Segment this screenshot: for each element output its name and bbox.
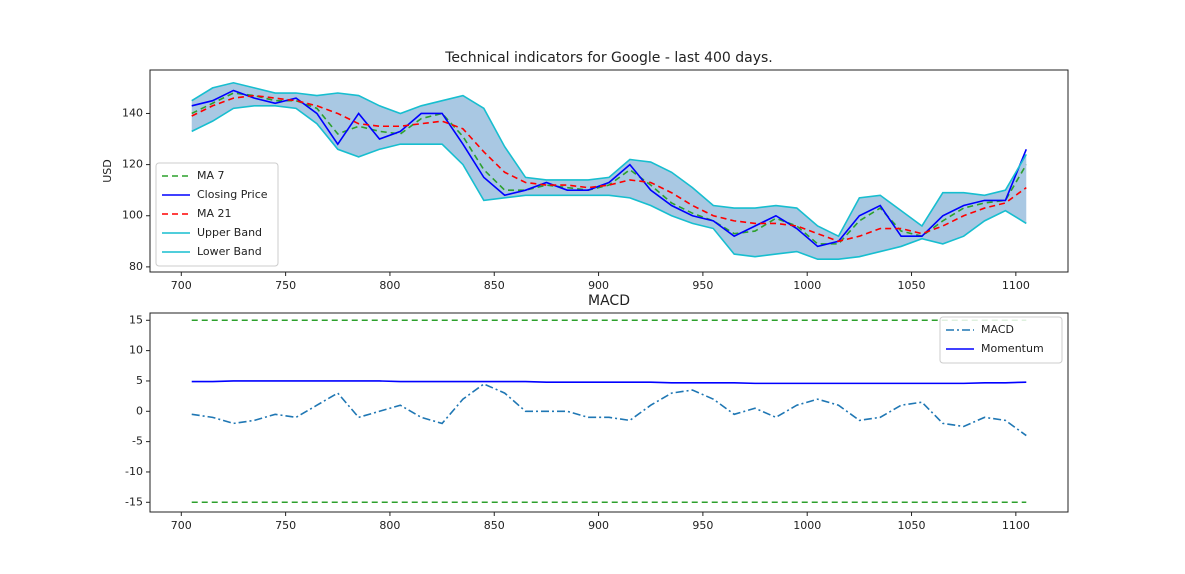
legend-label: Upper Band xyxy=(197,226,262,239)
x-tick-label: 950 xyxy=(692,279,713,292)
series-line xyxy=(191,94,1027,243)
x-tick-label: 800 xyxy=(379,279,400,292)
chart-title: MACD xyxy=(588,293,630,309)
x-tick-label: 1000 xyxy=(793,519,821,532)
chart-title: Technical indicators for Google - last 4… xyxy=(444,50,773,66)
x-tick-label: 1050 xyxy=(898,279,926,292)
legend-label: Lower Band xyxy=(197,245,262,258)
legend-label: MACD xyxy=(981,323,1014,336)
y-tick-label: 120 xyxy=(122,158,143,171)
series-line xyxy=(191,383,1027,437)
y-tick-label: 80 xyxy=(129,260,143,273)
x-tick-label: 900 xyxy=(588,519,609,532)
y-tick-label: 10 xyxy=(129,344,143,357)
legend-label: MA 7 xyxy=(197,169,225,182)
plot-area xyxy=(191,81,1028,261)
legend-box xyxy=(155,162,279,267)
axes-frame xyxy=(149,312,1069,513)
band-fill xyxy=(191,82,1027,260)
y-tick-label: -10 xyxy=(125,465,143,478)
y-tick-label: 15 xyxy=(129,313,143,326)
series-line xyxy=(191,380,1027,385)
y-tick-label: 0 xyxy=(136,404,143,417)
legend-box xyxy=(939,316,1063,364)
series-line xyxy=(191,89,1028,248)
y-tick-label: 140 xyxy=(122,106,143,119)
x-tick-label: 700 xyxy=(171,279,192,292)
x-tick-label: 850 xyxy=(484,279,505,292)
y-tick-label: -15 xyxy=(125,495,143,508)
legend-label: Momentum xyxy=(981,342,1044,355)
x-tick-label: 1050 xyxy=(898,519,926,532)
x-tick-label: 1100 xyxy=(1002,279,1030,292)
x-tick-label: 700 xyxy=(171,519,192,532)
plot-area xyxy=(191,319,1027,504)
x-tick-label: 850 xyxy=(484,519,505,532)
series-line xyxy=(191,104,1027,261)
y-tick-label: 100 xyxy=(122,209,143,222)
x-tick-label: 950 xyxy=(692,519,713,532)
y-tick-label: -5 xyxy=(132,435,143,448)
series-line xyxy=(191,81,1027,238)
legend-label: Closing Price xyxy=(197,188,268,201)
y-tick-label: 5 xyxy=(136,374,143,387)
x-tick-label: 800 xyxy=(379,519,400,532)
y-axis-label: USD xyxy=(101,159,114,183)
x-tick-label: 750 xyxy=(275,519,296,532)
x-tick-label: 1000 xyxy=(793,279,821,292)
axes-frame xyxy=(149,69,1069,273)
x-tick-label: 1100 xyxy=(1002,519,1030,532)
x-tick-label: 900 xyxy=(588,279,609,292)
x-tick-label: 750 xyxy=(275,279,296,292)
legend-label: MA 21 xyxy=(197,207,232,220)
